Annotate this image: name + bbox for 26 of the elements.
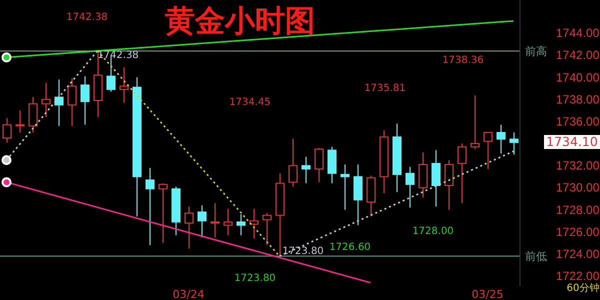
y-tick-label: 1728.00 xyxy=(556,202,600,217)
y-tick-label: 1740.00 xyxy=(556,70,600,84)
x-tick-label: 03/25 xyxy=(472,288,504,300)
y-tick-label: 1738.00 xyxy=(556,92,600,106)
annotation: 1738.36 xyxy=(442,54,484,68)
y-tick-label: 1744.00 xyxy=(556,26,600,40)
annotation: 1742.38 xyxy=(66,11,108,25)
y-tick-label: 1724.00 xyxy=(556,246,600,261)
x-tick-label: 03/24 xyxy=(172,288,204,300)
text: 60分钟 xyxy=(566,282,600,296)
y-tick-label: 1726.00 xyxy=(556,224,600,239)
annotation: 1728.00 xyxy=(412,225,454,239)
chart-title: 黄金小时图 xyxy=(164,3,316,41)
y-tick-label: 1742.00 xyxy=(556,48,600,62)
y-tick-label: 1736.00 xyxy=(556,114,600,128)
ref-line-label: 前高 xyxy=(525,44,547,58)
annotation: 1723.80 xyxy=(282,245,324,259)
y-tick-label: 1730.00 xyxy=(556,180,600,195)
y-tick-label: 1732.00 xyxy=(556,158,600,173)
annotation: 1734.45 xyxy=(229,96,271,110)
ref-line-label: 前低 xyxy=(525,250,547,264)
annotation: 1723.80 xyxy=(234,272,276,286)
annotation: 1735.81 xyxy=(364,82,406,96)
annotation: 1726.60 xyxy=(329,241,371,255)
y-tick-label: 1722.00 xyxy=(556,269,600,284)
text: 1734.10 xyxy=(544,134,600,149)
